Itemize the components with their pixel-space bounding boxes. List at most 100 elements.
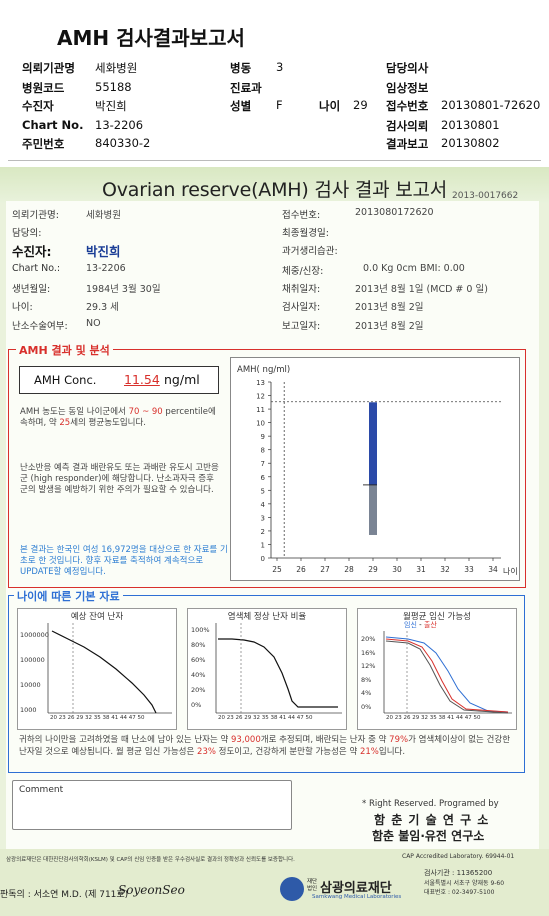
header-label: Chart No.: [22, 118, 84, 132]
amh-percentile-text: AMH 농도는 동일 나이군에서 70 ~ 90 percentile에 속하며…: [20, 407, 216, 428]
header-label: 담당의사: [386, 61, 429, 75]
info-value: 2013년 8월 1일 (MCD # 0 일): [355, 284, 488, 295]
y-tick-label: 5: [261, 487, 265, 495]
y-tick-label: 10: [256, 420, 265, 428]
info-label: 접수번호:: [282, 210, 321, 221]
remaining-eggs-chart: 예상 잔여 난자 1000000 100000 10000 1000 20 23 26…: [17, 608, 177, 730]
header-value: 55188: [95, 80, 132, 94]
y-tick-label: 11: [256, 406, 265, 414]
info-label: 담당의:: [12, 228, 42, 239]
phone: 대표번호 : 02-3497-5100: [424, 889, 495, 896]
y-tick-label: 4: [261, 501, 266, 509]
info-label: 과거생리습관:: [282, 246, 338, 257]
x-axis-labels: 20 23 26 29 32 35 38 41 44 47 50: [386, 715, 481, 721]
y-tick-label: 9: [261, 433, 265, 441]
header-value: 840330-2: [95, 136, 151, 150]
info-value: 세화병원: [86, 210, 121, 221]
x-tick-label: 28: [344, 565, 354, 574]
info-value: NO: [86, 318, 101, 329]
patient-name: 박진희: [95, 99, 127, 113]
amh-chart-frame: AMH( ng/ml) 0 1 2 3 4 5 6 7 8 9 10 11 12 13 25 26 27 28 29 3…: [230, 357, 520, 581]
chart-title: 월평균 임신 가능성: [403, 612, 471, 622]
amh-conc-label: AMH Conc.: [34, 373, 97, 387]
page-title: AMH 검사결과보고서: [57, 26, 245, 50]
patient-name-report: 박진희: [86, 244, 121, 259]
accreditation-note: 삼광의료재단은 대한진단검사의학회(KSLM) 및 CAP의 신임 인증을 받은…: [6, 857, 295, 863]
brand-name: 삼광의료재단: [320, 881, 392, 896]
y-tick-label: 8: [261, 447, 265, 455]
divider: [8, 160, 541, 161]
bar-lower-range: [369, 484, 377, 535]
info-label: 보고일자:: [282, 321, 321, 332]
report-number: 2013-0017662: [452, 191, 519, 201]
amh-data-note: 본 결과는 한국인 여성 16,972명을 대상으로 한 자료를 기초로 한 것…: [20, 545, 228, 577]
header-label: 결과보고: [386, 137, 429, 151]
header-value: 20130801: [441, 118, 500, 132]
chart-title: 염색체 정상 난자 비율: [227, 612, 307, 622]
info-value: 2013080172620: [355, 207, 434, 218]
age-section-title: 나이에 따른 기본 자료: [14, 588, 123, 604]
info-value: 1984년 3월 30일: [86, 284, 161, 295]
header-label: 병동: [230, 61, 252, 75]
comment-label: Comment: [19, 785, 64, 795]
rights-text: * Right Reserved. Programed by: [362, 799, 499, 809]
chart-legend: 임신 - 출산: [404, 621, 437, 629]
y-axis-labels: 100% 80% 60% 40% 20% 0%: [191, 626, 210, 709]
info-label: 수진자:: [12, 244, 52, 259]
y-tick-label: 12: [256, 393, 265, 401]
header-label: 검사의뢰: [386, 119, 429, 133]
scanned-report: Ovarian reserve(AMH) 검사 결과 보고서 2013-0017…: [0, 167, 549, 916]
brand-small: 재단법인: [307, 879, 318, 892]
info-label: 나이:: [12, 302, 33, 313]
cap-number: CAP Accredited Laboratory. 69944-01: [402, 853, 515, 860]
report-title: Ovarian reserve(AMH) 검사 결과 보고서: [102, 179, 448, 201]
header-value: 3: [276, 60, 284, 74]
amh-conc-unit: ng/ml: [164, 372, 200, 387]
header-label: 나이: [319, 99, 341, 113]
amh-section-title: AMH 결과 및 분석: [16, 342, 113, 358]
x-tick-label: 27: [320, 565, 330, 574]
address: 서울특별시 서초구 양재동 9-60: [424, 880, 505, 887]
amh-response-text: 난소반응 예측 결과 배란유도 또는 과배란 유도시 고반응군 (high re…: [20, 463, 219, 495]
x-tick-label: 33: [464, 565, 474, 574]
age-summary-text: 귀하의 나이만을 고려하였을 때 난소에 남아 있는 난자는 약 93,000개…: [19, 735, 511, 757]
x-axis-labels: 20 23 26 29 32 35 38 41 44 47 50: [218, 715, 313, 721]
amh-result-section: [8, 349, 526, 588]
x-tick-label: 30: [392, 565, 402, 574]
header-value: 세화병원: [95, 61, 138, 75]
info-value: 2013년 8월 2일: [355, 321, 424, 332]
info-label: 최종월경일:: [282, 228, 329, 239]
header-label: 진료과: [230, 81, 262, 95]
x-tick-label: 25: [272, 565, 282, 574]
pregnancy-chance-chart: 월평균 임신 가능성 임신 - 출산 20% 16% 12% 8% 4% 0% 20 23…: [357, 608, 517, 730]
header-label: 주민번호: [22, 137, 65, 151]
y-tick-label: 13: [256, 379, 265, 387]
header-label: 의뢰기관명: [22, 61, 75, 75]
amh-conc-box: AMH Conc. 11.54 ng/ml: [19, 366, 219, 394]
info-label: 채취일자:: [282, 284, 321, 295]
info-value: 29.3 세: [86, 302, 119, 313]
org-name-1: 함 춘 기 술 연 구 소: [374, 813, 490, 827]
report-footer: 삼광의료재단은 대한진단검사의학회(KSLM) 및 CAP의 신임 인증을 받은…: [0, 849, 549, 916]
info-label: 검사일자:: [282, 302, 321, 313]
y-axis-labels: 1000000 100000 10000 1000: [20, 631, 49, 714]
y-tick-label: 0: [261, 555, 265, 563]
header-value: F: [276, 98, 283, 112]
amh-conc-value: 11.54: [124, 372, 160, 387]
x-tick-label: 34: [488, 565, 498, 574]
info-label: 의뢰기관명:: [12, 210, 59, 221]
x-tick-label: 29: [368, 565, 378, 574]
info-value: 2013년 8월 2일: [355, 302, 424, 313]
info-value: 13-2206: [86, 263, 126, 274]
y-tick-label: 1: [261, 541, 265, 549]
info-label: 난소수술여부:: [12, 321, 68, 332]
report-paper: 의뢰기관명: 세화병원 담당의: 수진자: 박진희 Chart No.: 13-…: [6, 201, 539, 873]
bar-upper-range: [369, 402, 377, 485]
chart-title: 예상 잔여 난자: [70, 612, 124, 622]
header-label: 접수번호: [386, 99, 429, 113]
age-data-section: 예상 잔여 난자 1000000 100000 10000 1000 20 23 26…: [8, 595, 525, 773]
signer: 판독의 : 서소연 M.D. (제 711호): [0, 890, 129, 900]
signature: SoyeonSeo: [118, 883, 185, 897]
brand-logo-icon: [280, 877, 304, 901]
x-axis-labels: 20 23 26 29 32 35 38 41 44 47 50: [50, 715, 145, 721]
